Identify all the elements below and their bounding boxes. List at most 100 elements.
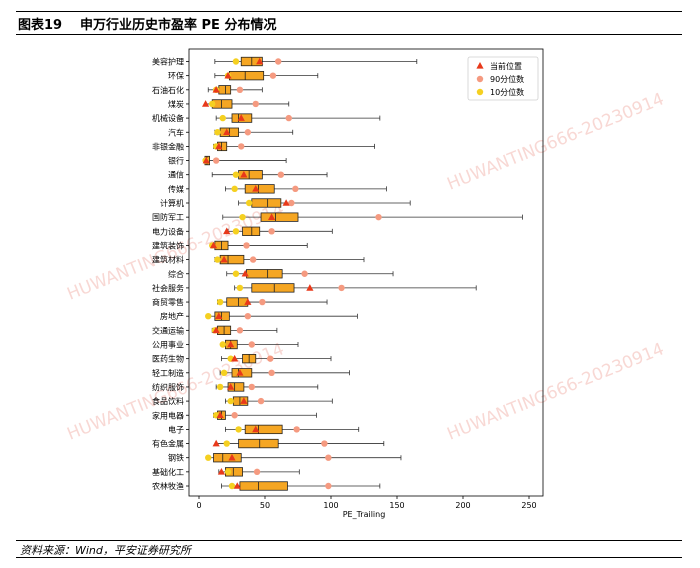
x-tick-label-100: 100 [323,501,338,510]
y-tick-label-14: 建筑材料 [152,255,184,265]
box-row-2 [207,85,263,95]
box-row-9 [224,184,387,194]
p10-point-18 [205,313,212,320]
legend-box [467,56,539,101]
y-tick-label-20: 公用事业 [152,340,184,350]
y-tick-label-2: 石油石化 [152,85,184,95]
current-point-9 [252,185,260,192]
box-row-26 [224,424,360,435]
y-tick-label-16: 社会服务 [152,283,184,293]
source-note: 资料来源：Wind，平安证券研究所 [20,544,191,557]
current-point-22 [236,369,244,376]
box-26 [244,424,283,435]
current-point-28 [228,453,236,461]
current-point-26 [252,425,260,433]
y-tick-label-9: 传媒 [168,184,184,194]
p10-point-27 [223,440,230,447]
p10-point-0 [232,58,240,65]
current-point-4 [237,114,245,121]
y-tick-label-8: 通信 [168,170,184,180]
y-tick-label-7: 银行 [168,156,184,166]
p90-point-29 [253,468,261,476]
y-tick-label-0: 美容护理 [152,57,184,67]
p90-point-13 [243,242,250,249]
current-point-19 [212,326,220,334]
y-tick-label-12: 电力设备 [152,226,184,236]
box-11 [260,212,299,222]
box-17 [226,297,249,307]
current-point-2 [212,86,220,93]
p90-point-23 [248,383,255,391]
current-point-5 [223,128,231,136]
y-tick-label-5: 汽车 [168,127,184,137]
p90-point-15 [301,270,308,277]
p90-point-5 [244,129,252,136]
box-23 [227,382,245,392]
x-tick-label-150: 150 [389,501,404,510]
p90-point-12 [268,228,275,235]
current-point-18 [215,312,223,319]
current-point-20 [227,340,235,348]
p10-point-8 [232,171,240,178]
box-row-5 [214,127,294,137]
p10-point-9 [231,185,238,193]
current-point-29 [217,468,226,475]
p10-point-12 [232,228,240,235]
box-28 [213,453,242,463]
current-point-16 [306,284,314,291]
legend: 当前位置 90分位数 10分位数 [467,56,539,101]
y-tick-label-30: 农林牧渔 [152,481,184,491]
p90-point-26 [293,426,300,433]
p90-point-6 [238,143,245,150]
x-axis-label: PE_Trailing [343,510,386,519]
box-row-22 [219,368,350,378]
p90-point-9 [292,185,299,193]
x-tick-label-250: 250 [521,501,536,510]
watermark-3: HUWANTING666-20230914 [444,89,666,194]
box-row-15 [226,269,394,279]
y-tick-label-4: 机械设备 [152,113,184,123]
current-point-23 [227,383,235,390]
box-row-10 [238,198,411,208]
x-tick-label-50: 50 [260,501,270,510]
current-point-13 [209,241,218,249]
box-row-28 [205,453,402,463]
y-tick-label-19: 交通运输 [152,325,184,335]
box-16 [251,283,295,293]
p90-point-18 [244,313,252,320]
current-point-27 [212,439,220,447]
source-bar: 资料来源：Wind，平安证券研究所 [16,540,682,558]
p90-point-1 [269,72,277,79]
current-point-17 [244,298,252,305]
p10-point-10 [245,199,253,207]
y-tick-label-21: 医药生物 [152,354,184,364]
p90-point-21 [267,355,274,362]
p90-point-17 [259,298,266,306]
box-row-4 [215,113,381,123]
p10-point-23 [216,383,224,391]
y-tick-label-13: 建筑装饰 [152,240,184,250]
box-1 [228,71,265,81]
box-18 [214,311,230,321]
p10-point-15 [232,270,240,277]
p10-point-17 [216,298,224,306]
box-30 [239,481,288,491]
box-15 [246,269,283,279]
current-point-12 [223,227,231,235]
box-row-18 [205,311,358,321]
p10-point-11 [239,213,246,221]
current-point-21 [231,354,239,362]
p90-point-10 [288,199,295,207]
legend-marker-current [476,62,484,69]
box-row-11 [222,212,523,222]
box-10 [251,198,282,208]
watermark-2: HUWANTING666-20230914 [444,339,666,444]
y-tick-label-23: 纺织服饰 [152,382,184,392]
x-axis: 0 50 100 150 200 250 [196,496,537,510]
y-tick-label-22: 轻工制造 [152,368,184,378]
box-row-27 [212,438,385,449]
current-point-10 [282,199,290,206]
y-tick-label-29: 基础化工 [152,467,184,477]
box-row-12 [223,226,333,236]
p90-point-11 [375,213,382,221]
